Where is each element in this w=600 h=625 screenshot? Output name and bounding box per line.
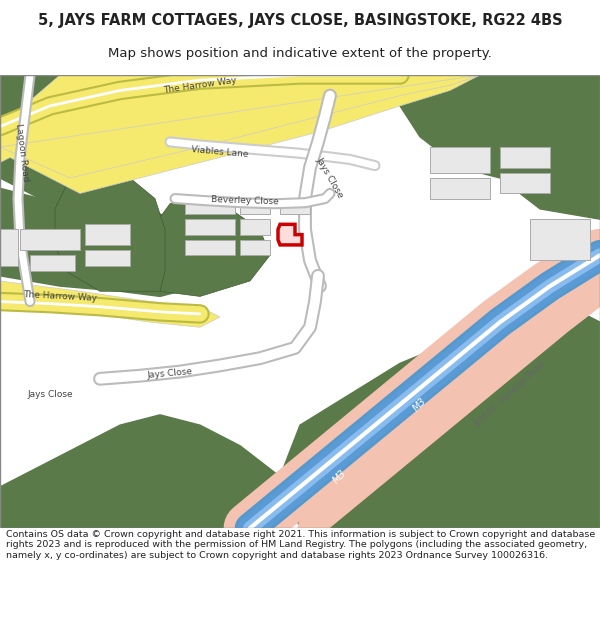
Polygon shape — [20, 229, 80, 250]
Polygon shape — [0, 75, 140, 147]
Text: Map shows position and indicative extent of the property.: Map shows position and indicative extent… — [108, 48, 492, 61]
Text: B3046 - Farleigh Road: B3046 - Farleigh Road — [473, 359, 547, 429]
Polygon shape — [0, 75, 480, 193]
Text: Jays Close: Jays Close — [147, 367, 193, 380]
Polygon shape — [500, 173, 550, 193]
Polygon shape — [240, 240, 270, 255]
Polygon shape — [185, 240, 235, 255]
Polygon shape — [370, 75, 600, 219]
Text: M3: M3 — [331, 468, 349, 486]
Polygon shape — [280, 199, 310, 214]
Text: Viables Lane: Viables Lane — [191, 145, 249, 159]
Polygon shape — [0, 281, 220, 328]
Polygon shape — [0, 415, 280, 528]
Polygon shape — [430, 147, 490, 173]
Polygon shape — [278, 224, 302, 245]
Polygon shape — [430, 178, 490, 199]
Text: Jays Close: Jays Close — [314, 156, 346, 200]
Text: Jays Close: Jays Close — [27, 390, 73, 399]
Text: The Harrow Way: The Harrow Way — [23, 290, 97, 303]
Polygon shape — [240, 199, 270, 214]
Text: M3: M3 — [411, 396, 429, 413]
Polygon shape — [185, 199, 235, 214]
Polygon shape — [0, 188, 180, 296]
Polygon shape — [240, 219, 270, 234]
Polygon shape — [185, 219, 235, 234]
Text: Lagoon Road: Lagoon Road — [14, 122, 30, 182]
Polygon shape — [85, 224, 130, 245]
Text: Contains OS data © Crown copyright and database right 2021. This information is : Contains OS data © Crown copyright and d… — [6, 530, 595, 560]
Text: 5, JAYS FARM COTTAGES, JAYS CLOSE, BASINGSTOKE, RG22 4BS: 5, JAYS FARM COTTAGES, JAYS CLOSE, BASIN… — [38, 14, 562, 29]
Text: The Harrow Way: The Harrow Way — [163, 76, 237, 95]
Polygon shape — [530, 219, 590, 261]
Polygon shape — [0, 75, 170, 229]
Polygon shape — [85, 250, 130, 266]
Text: Beverley Close: Beverley Close — [211, 195, 279, 206]
Polygon shape — [280, 301, 600, 528]
Polygon shape — [150, 199, 270, 296]
Polygon shape — [30, 255, 75, 271]
Polygon shape — [0, 229, 18, 266]
Polygon shape — [55, 168, 165, 291]
Polygon shape — [500, 147, 550, 168]
